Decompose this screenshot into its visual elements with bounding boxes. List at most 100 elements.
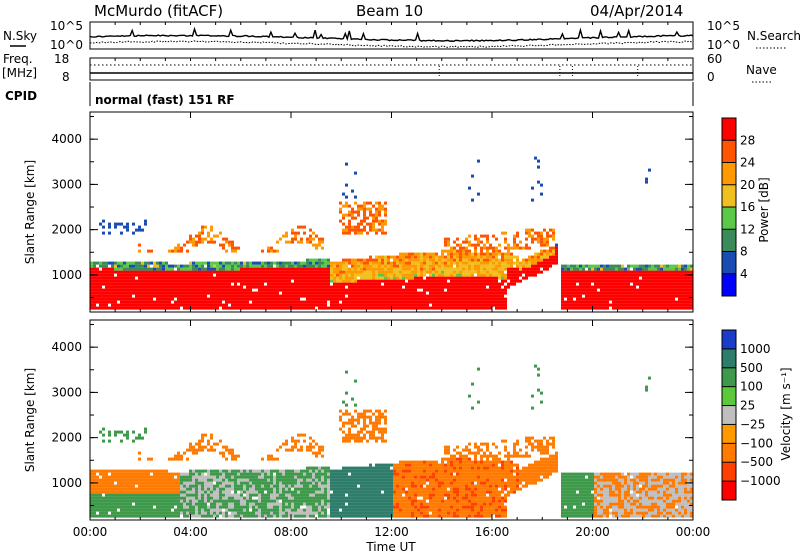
power-cell <box>366 201 369 205</box>
power-cell <box>297 231 300 235</box>
power-cell <box>159 297 162 301</box>
velocity-cell <box>93 478 96 482</box>
velocity-cell <box>138 508 141 512</box>
velocity-cell <box>192 475 195 479</box>
velocity-cell <box>303 469 306 473</box>
velocity-cell <box>300 493 303 497</box>
velocity-cell <box>270 496 273 500</box>
power-cell <box>210 276 213 280</box>
velocity-cell <box>117 496 120 500</box>
power-cell <box>138 243 141 247</box>
velocity-cell <box>132 487 135 491</box>
power-cell <box>294 231 297 235</box>
power-cell <box>150 270 153 274</box>
power-cell <box>300 294 303 298</box>
velocity-cell <box>213 508 216 512</box>
power-cell <box>495 294 498 298</box>
velocity-cell <box>207 505 210 509</box>
velocity-cell <box>237 481 240 485</box>
power-cell <box>600 270 603 274</box>
power-cell <box>237 306 240 310</box>
power-cell <box>504 291 507 295</box>
power-cell <box>474 261 477 265</box>
velocity-cell <box>207 493 210 497</box>
power-cell <box>399 279 402 283</box>
power-cell <box>393 270 396 274</box>
power-cell <box>291 306 294 310</box>
power-cell <box>348 294 351 298</box>
power-cell <box>384 255 387 259</box>
power-cell <box>462 267 465 271</box>
power-cell <box>600 288 603 292</box>
power-cell <box>426 270 429 274</box>
power-cell <box>441 288 444 292</box>
power-cell <box>126 279 129 283</box>
power-cell <box>333 285 336 289</box>
power-cell <box>444 273 447 277</box>
power-cell <box>507 255 510 259</box>
power-cell <box>201 264 204 268</box>
power-cell <box>144 282 147 286</box>
velocity-cell <box>270 469 273 473</box>
velocity-cell <box>201 508 204 512</box>
velocity-cell <box>240 511 243 515</box>
power-cell <box>540 234 543 238</box>
power-cell <box>339 201 342 205</box>
power-cell <box>375 219 378 223</box>
velocity-cell <box>327 493 330 497</box>
velocity-cell <box>177 457 180 461</box>
power-cell <box>309 279 312 283</box>
power-cell <box>624 294 627 298</box>
velocity-cell <box>303 487 306 491</box>
power-cell <box>354 264 357 268</box>
velocity-cell <box>93 511 96 515</box>
power-cell <box>468 258 471 262</box>
velocity-cell <box>327 490 330 494</box>
velocity-cell <box>108 493 111 497</box>
power-cell <box>606 267 609 271</box>
power-cell <box>687 297 690 301</box>
velocity-cell <box>126 511 129 515</box>
power-cell <box>195 294 198 298</box>
power-cell <box>633 300 636 304</box>
power-cell <box>102 225 105 229</box>
power-cell <box>120 276 123 280</box>
power-cell <box>342 267 345 271</box>
power-cell <box>618 297 621 301</box>
power-cell <box>315 264 318 268</box>
power-cell <box>225 285 228 289</box>
power-cell <box>444 294 447 298</box>
velocity-cell <box>294 478 297 482</box>
velocity-cell <box>162 499 165 503</box>
velocity-cell <box>165 472 168 476</box>
power-cell <box>135 270 138 274</box>
power-cell <box>639 303 642 307</box>
power-cell <box>255 273 258 277</box>
power-cell <box>198 231 201 235</box>
power-cell <box>486 306 489 310</box>
velocity-cell <box>261 478 264 482</box>
power-cell <box>324 288 327 292</box>
power-cell <box>396 300 399 304</box>
power-cell <box>195 261 198 265</box>
velocity-cell <box>210 499 213 503</box>
power-cell <box>258 282 261 286</box>
power-cell <box>414 261 417 265</box>
power-cell <box>345 231 348 235</box>
velocity-cell <box>96 508 99 512</box>
power-cell <box>588 273 591 277</box>
power-cell <box>483 297 486 301</box>
velocity-cell <box>255 505 258 509</box>
velocity-cell <box>249 484 252 488</box>
velocity-cell <box>204 481 207 485</box>
velocity-cell <box>201 439 204 443</box>
velocity-cell <box>312 484 315 488</box>
velocity-cell <box>120 472 123 476</box>
velocity-cell <box>204 499 207 503</box>
power-cell <box>675 267 678 271</box>
power-cell <box>216 282 219 286</box>
power-cell <box>501 264 504 268</box>
velocity-cell <box>210 484 213 488</box>
power-cell <box>483 282 486 286</box>
power-cell <box>387 300 390 304</box>
